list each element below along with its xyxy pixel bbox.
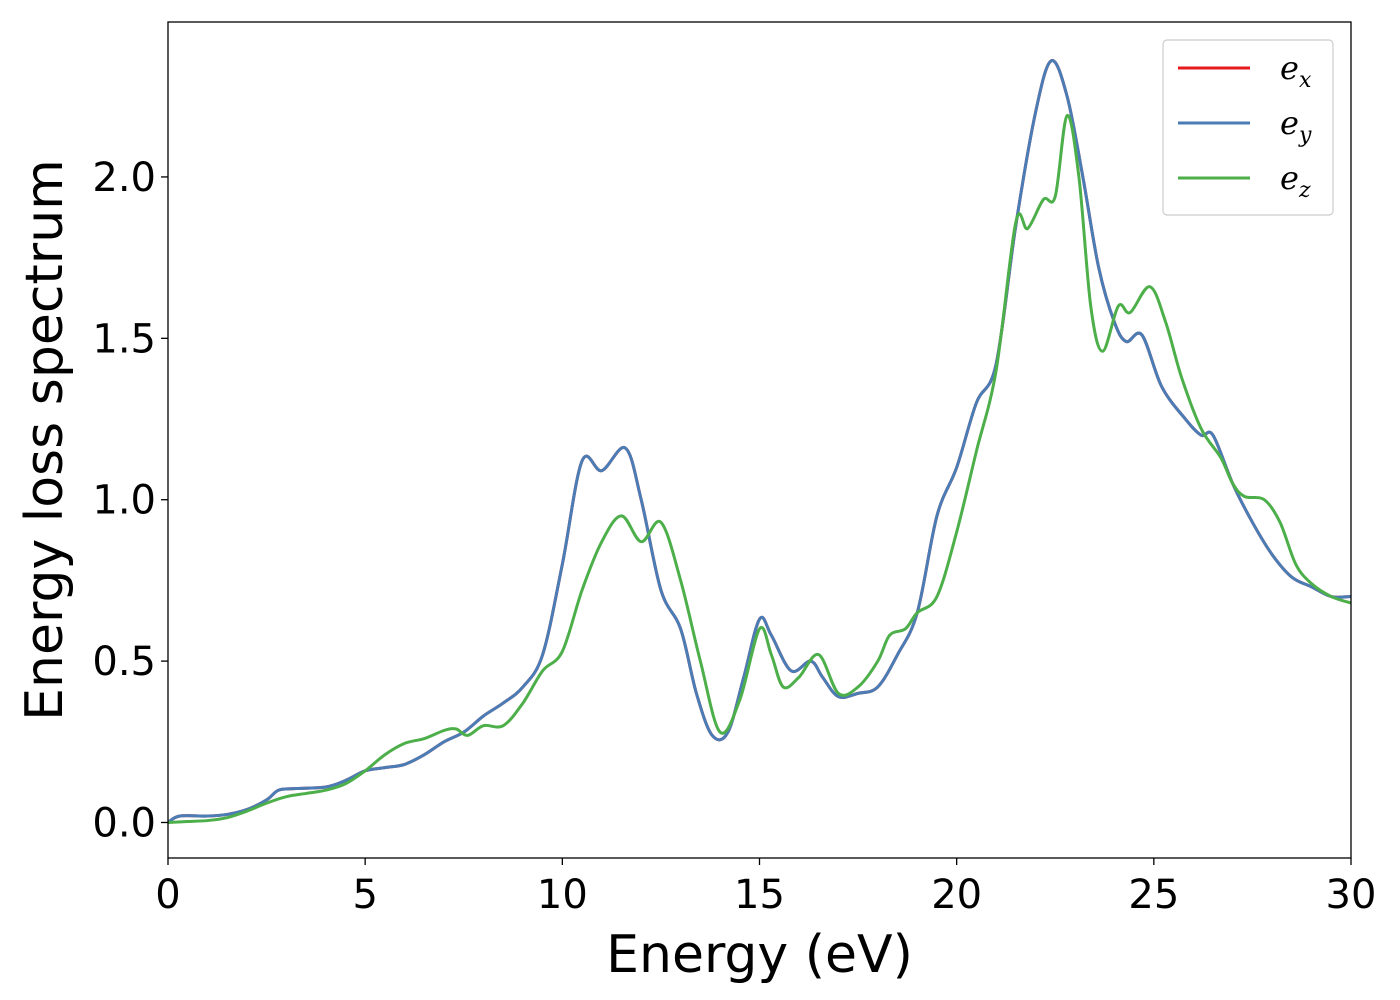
legend-label: ez bbox=[1280, 159, 1311, 203]
series-line-e-y bbox=[168, 59, 1351, 824]
legend-label: ey bbox=[1280, 104, 1312, 148]
y-tick-label: 1.5 bbox=[92, 316, 156, 362]
y-tick-label: 0.0 bbox=[92, 800, 156, 846]
y-tick-label: 1.0 bbox=[92, 478, 156, 524]
legend-box bbox=[1162, 39, 1334, 216]
x-tick-label: 20 bbox=[931, 872, 982, 918]
x-tick-label: 0 bbox=[155, 872, 180, 918]
x-tick-label: 15 bbox=[734, 872, 785, 918]
legend: ex ey ez bbox=[1162, 39, 1334, 216]
x-tick-label: 10 bbox=[537, 872, 588, 918]
series-layer bbox=[168, 59, 1351, 824]
x-tick-label: 30 bbox=[1326, 872, 1377, 918]
x-axis-title: Energy (eV) bbox=[606, 925, 913, 985]
legend-label: ex bbox=[1280, 49, 1312, 93]
x-tick-label: 5 bbox=[352, 872, 377, 918]
ticks-layer: 0 5 10 15 20 25 30 0.0 0.5 1.0 1.5 2.0 bbox=[92, 155, 1376, 918]
y-axis-title: Energy loss spectrum bbox=[15, 159, 75, 721]
y-tick-label: 2.0 bbox=[92, 155, 156, 201]
series-line-e-z bbox=[168, 114, 1351, 824]
x-tick-label: 25 bbox=[1128, 872, 1179, 918]
y-tick-label: 0.5 bbox=[92, 639, 156, 685]
